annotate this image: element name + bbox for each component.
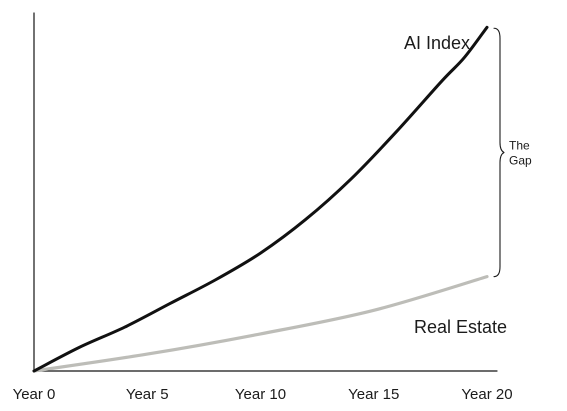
x-tick-label: Year 15	[348, 386, 399, 403]
gap-label-line2: Gap	[509, 153, 532, 167]
gap-label-line1: The	[509, 138, 530, 152]
x-tick-label: Year 20	[461, 386, 512, 403]
real-estate-line	[32, 275, 489, 373]
x-tick-label: Year 10	[235, 386, 286, 403]
series-layer	[32, 25, 489, 373]
gap-brace	[493, 27, 505, 278]
ai-index-line	[32, 25, 489, 373]
x-tick-label: Year 5	[126, 386, 169, 403]
x-tick-label: Year 0	[13, 386, 56, 403]
ai-index-label: AI Index	[404, 33, 470, 53]
label-layer: AI Index Real Estate	[404, 33, 507, 337]
chart-axes: Year 0 Year 5 Year 10 Year 15 Year 20	[13, 12, 513, 403]
real-estate-label: Real Estate	[414, 317, 507, 337]
